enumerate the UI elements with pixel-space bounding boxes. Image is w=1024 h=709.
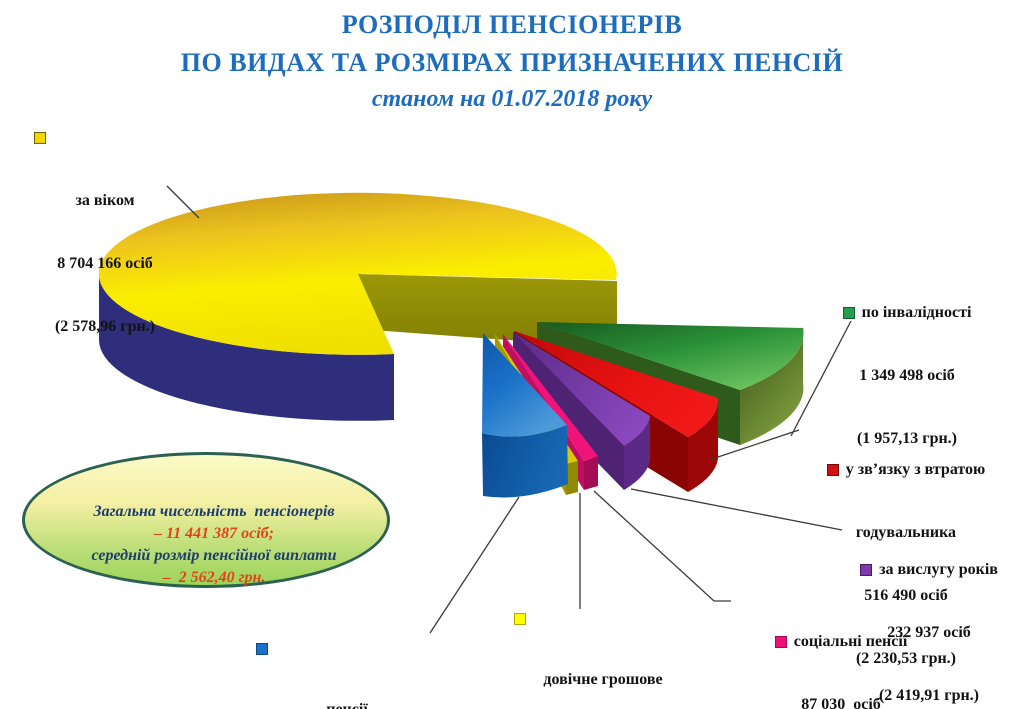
pie-slice-service-inner-wall (513, 332, 624, 490)
survivor-label-2: годувальника (855, 524, 957, 541)
summary-line-1: Загальна чисельність пенсіонерів (93, 503, 335, 520)
callout-military: пенсії військовослужбовців 548 092 особи… (238, 636, 456, 709)
pie-slice-survivor-top (514, 331, 719, 437)
leader-line-disability (790, 320, 852, 437)
summary-callout-ellipse: Загальна чисельність пенсіонерів – 11 44… (22, 452, 390, 588)
callout-age: за віком 8 704 166 осіб (2 578,96 грн.) (14, 127, 196, 379)
title-subtitle: станом на 01.07.2018 року (371, 86, 653, 112)
summary-line-3: середній розмір пенсійної виплати (91, 547, 337, 564)
pie-slice-disability-top (537, 322, 804, 390)
summary-total-count: – 11 441 387 осіб; (154, 525, 274, 542)
survivor-label-1: у зв’язку з втратою (845, 461, 986, 478)
social-legend-marker-icon (774, 635, 787, 648)
age-avg: (2 578,96 грн.) (54, 318, 156, 335)
leader-line-social (593, 490, 731, 602)
survivor-count: 516 490 осіб (864, 587, 948, 604)
leader-line-survivor (711, 429, 800, 460)
social-label: соціальні пенсії (793, 633, 908, 650)
pie-slice-disability-rim-wall (740, 328, 804, 445)
title-line-2: ПО ВИДАХ ТА РОЗМІРАХ ПРИЗНАЧЕНИХ ПЕНСІЙ (180, 48, 844, 77)
callout-judges: довічне грошове утримання суддів 3 174 о… (496, 606, 710, 709)
pie-slice-age-top (98, 192, 617, 355)
survivor-avg: (2 230,53 грн.) (855, 650, 957, 667)
chart-title: РОЗПОДІЛ ПЕНСІОНЕРІВ ПО ВИДАХ ТА РОЗМІРА… (0, 6, 1024, 116)
callout-disability: по інвалідності 1 349 498 осіб (1 957,13… (796, 260, 1018, 491)
judges-legend-marker-icon (514, 613, 526, 625)
pie-slice-service-rim-wall (624, 416, 650, 490)
pie-slice-service (513, 332, 650, 490)
pie-slice-survivor-rim-wall (688, 398, 719, 492)
summary-average-payment: – 2 562,40 грн. (162, 569, 266, 586)
social-count: 87 030 осіб (801, 696, 881, 709)
pie-slice-military (482, 333, 568, 498)
leader-line-age (166, 185, 200, 219)
pie-slice-social-rim-wall (584, 456, 598, 490)
callout-survivor: у зв’язку з втратою годувальника 516 490… (793, 417, 1019, 709)
leader-line-service (630, 488, 843, 531)
survivor-legend-marker-icon (826, 463, 839, 476)
pie-slice-service-top (513, 332, 650, 446)
military-label-1: пенсії (238, 699, 456, 709)
callout-social: соціальні пенсії 87 030 осіб (1 456,22 г… (724, 589, 958, 709)
service-avg: (2 419,91 грн.) (878, 687, 980, 704)
age-legend-marker-icon (34, 132, 46, 144)
disability-avg: (1 957,13 грн.) (856, 430, 958, 447)
disability-legend-marker-icon (842, 306, 855, 319)
age-label: за віком (75, 192, 135, 209)
title-line-1: РОЗПОДІЛ ПЕНСІОНЕРІВ (341, 10, 683, 39)
pie-slice-military-top (482, 333, 567, 437)
pie-slice-age-side (99, 274, 394, 421)
service-count: 232 937 осіб (887, 624, 971, 641)
service-legend-marker-icon (860, 563, 873, 576)
disability-count: 1 349 498 осіб (859, 367, 955, 384)
pie-slice-social-top (503, 334, 598, 461)
age-count: 8 704 166 осіб (57, 255, 153, 272)
leader-line-military (429, 496, 520, 634)
callout-service: за вислугу років 232 937 осіб (2 419,91 … (838, 517, 1020, 709)
service-label: за вислугу років (879, 561, 998, 578)
pie-slice-military-rim-wall (482, 425, 568, 498)
pie-slice-judges-rim-wall (566, 461, 578, 495)
disability-label: по інвалідності (861, 304, 972, 321)
military-legend-marker-icon (256, 643, 268, 655)
judges-label-1: довічне грошове (543, 671, 663, 688)
